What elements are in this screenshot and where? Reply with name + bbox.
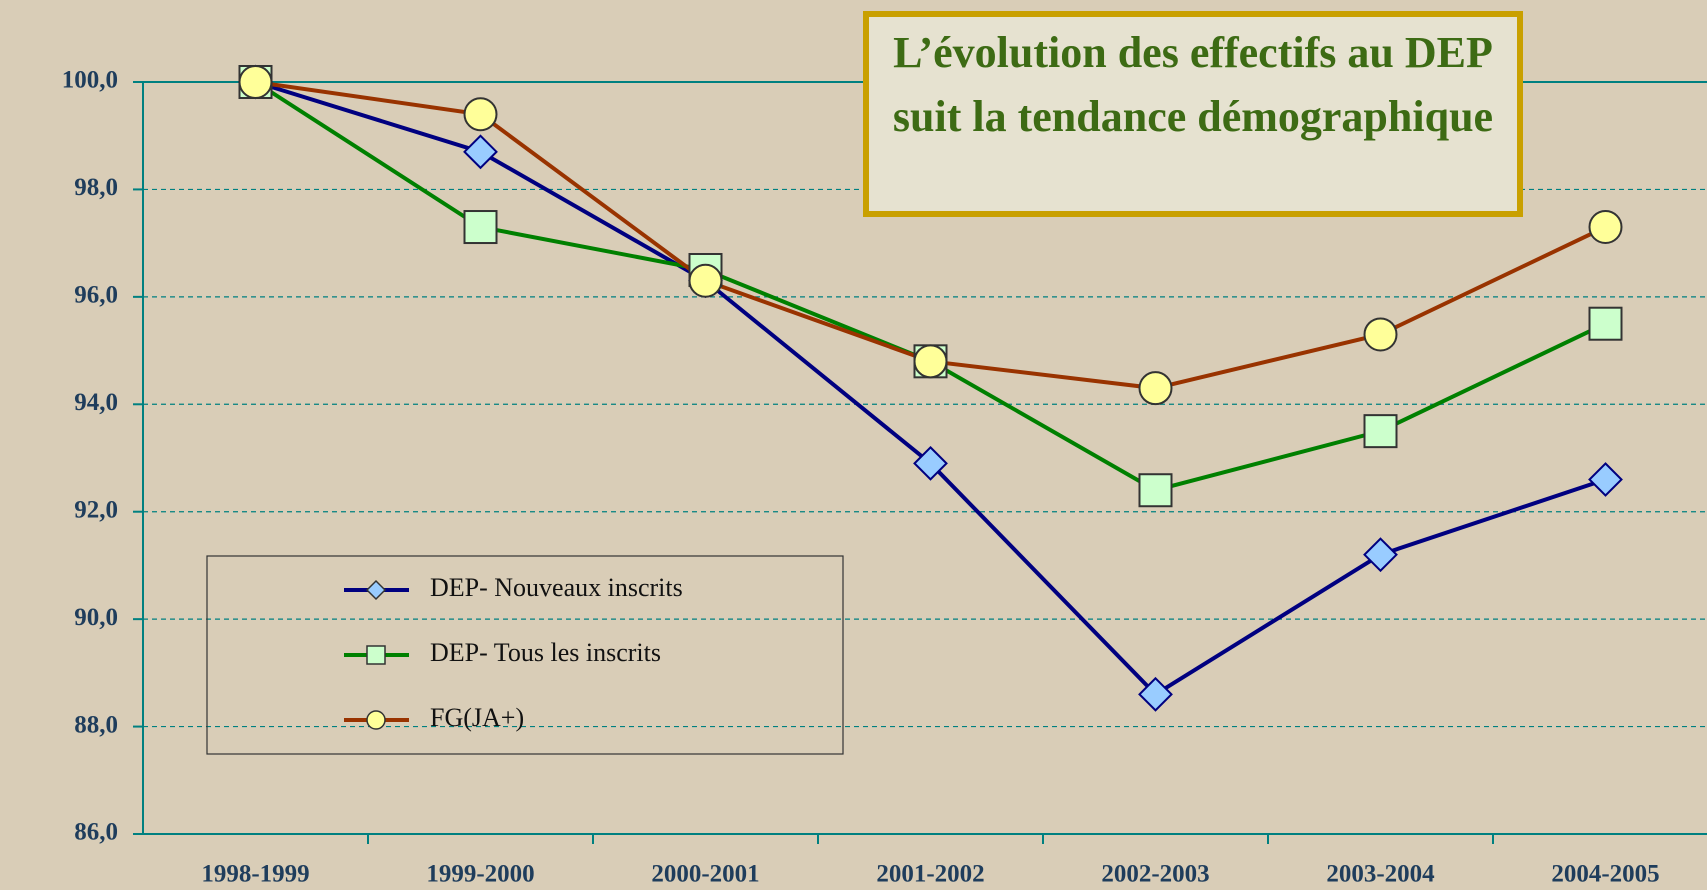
x-tick-label: 2002-2003 bbox=[1101, 861, 1209, 888]
marker bbox=[688, 263, 723, 298]
marker bbox=[238, 65, 273, 99]
marker bbox=[1588, 462, 1623, 497]
y-tick-label: 94,0 bbox=[74, 389, 118, 416]
marker bbox=[1363, 537, 1398, 573]
y-tick-label: 88,0 bbox=[74, 711, 118, 738]
marker bbox=[1138, 371, 1173, 406]
legend-box bbox=[206, 555, 844, 755]
y-tick-label: 86,0 bbox=[74, 819, 118, 846]
marker bbox=[463, 210, 498, 245]
marker bbox=[1588, 210, 1623, 245]
legend-marker bbox=[366, 645, 386, 665]
marker bbox=[463, 97, 498, 132]
x-tick-label: 2000-2001 bbox=[651, 861, 759, 888]
legend-marker bbox=[365, 579, 387, 601]
x-tick-label: 1999-2000 bbox=[426, 861, 534, 888]
x-tick-label: 1998-1999 bbox=[201, 861, 309, 888]
chart-title: L’évolution des effectifs au DEP suit la… bbox=[863, 11, 1523, 217]
legend-label: FG(JA+) bbox=[430, 703, 524, 732]
x-tick-label: 2003-2004 bbox=[1326, 861, 1435, 888]
y-tick-label: 98,0 bbox=[74, 174, 118, 201]
legend-label: DEP- Nouveaux inscrits bbox=[430, 573, 683, 602]
x-tick-label: 2001-2002 bbox=[876, 861, 984, 888]
y-tick-label: 90,0 bbox=[74, 604, 118, 631]
marker bbox=[463, 134, 498, 170]
y-tick-label: 96,0 bbox=[74, 282, 118, 309]
marker bbox=[1138, 676, 1173, 712]
marker bbox=[913, 344, 948, 379]
marker bbox=[913, 445, 948, 481]
legend-label: DEP- Tous les inscrits bbox=[430, 638, 661, 667]
legend: DEP- Nouveaux inscrits DEP- Tous les insc… bbox=[206, 555, 844, 755]
y-tick-label: 92,0 bbox=[74, 496, 118, 523]
legend-marker bbox=[366, 710, 386, 730]
y-tick-label: 100,0 bbox=[62, 67, 118, 94]
marker bbox=[1363, 414, 1398, 449]
marker bbox=[1138, 473, 1173, 508]
marker bbox=[1588, 306, 1623, 341]
marker bbox=[1363, 317, 1398, 352]
x-tick-label: 2004-2005 bbox=[1551, 861, 1659, 888]
